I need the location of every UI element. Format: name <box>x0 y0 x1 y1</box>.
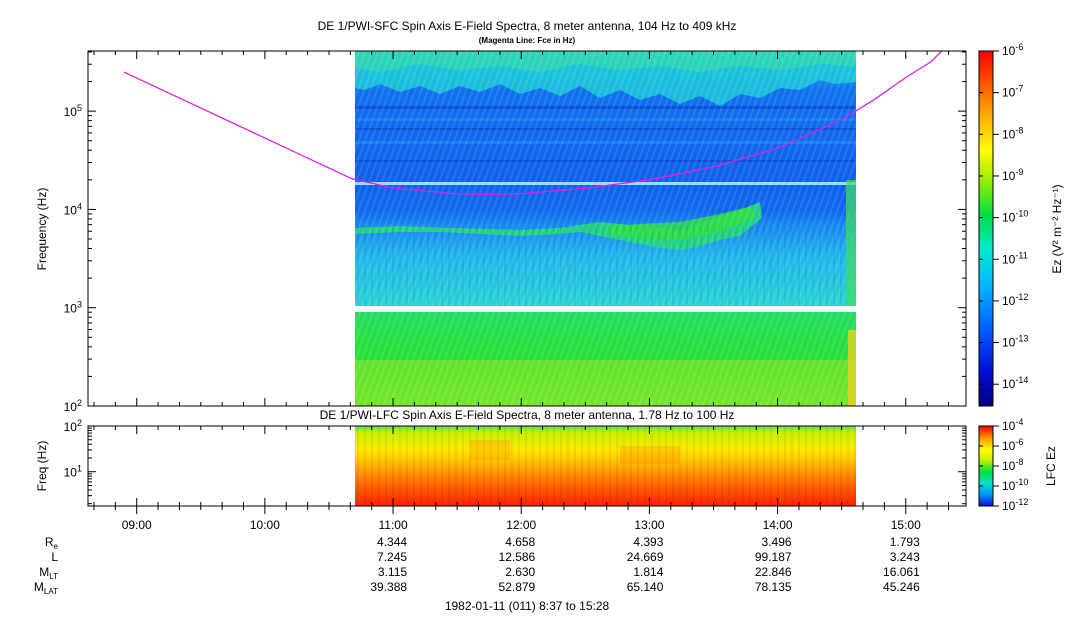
ephemeris-row-label: Re <box>45 535 59 551</box>
x-tick-label: 11:00 <box>378 518 407 532</box>
sfc-colorbar-tick-label: 10-10 <box>1002 209 1028 225</box>
sfc-spectrogram-image <box>355 51 856 406</box>
ephemeris-value: 3.243 <box>890 550 920 564</box>
sfc-y-tick-label: 104 <box>64 201 82 217</box>
ephemeris-value: 78.135 <box>755 580 792 594</box>
lfc-colorbar-label: LFC Ez <box>1044 446 1058 486</box>
ephemeris-value: 4.344 <box>377 535 407 549</box>
ephemeris-value: 24.669 <box>627 550 664 564</box>
ephemeris-value: 3.496 <box>762 535 792 549</box>
sfc-y-tick-label: 103 <box>64 300 82 316</box>
sfc-plot-frame <box>87 50 967 407</box>
x-tick-label: 10:00 <box>250 518 280 532</box>
x-tick-label: 14:00 <box>763 518 793 532</box>
lfc-panel: 101 102 Freq (Hz) 09:00 10:00 11:00 12:00 13:… <box>35 418 967 532</box>
lfc-colorbar-tick-label: 10-10 <box>1002 477 1028 493</box>
ephemeris-value: 45.246 <box>883 580 920 594</box>
lfc-colorbar-tick-label: 10-12 <box>1002 497 1028 513</box>
lfc-colorbar: 10-4 10-6 10-8 10-10 10-12 LFC Ez <box>978 417 1058 513</box>
sfc-colorbar-tick-label: 10-8 <box>1002 125 1023 141</box>
lfc-y-axis-label: Freq (Hz) <box>35 441 49 492</box>
sfc-colorbar: 10-6 10-7 10-8 10-9 10-10 10-11 10-12 10-13 10-1… <box>978 42 1064 407</box>
sfc-colorbar-label: Ez (V² m⁻² Hz⁻¹) <box>1050 184 1064 273</box>
sfc-title: DE 1/PWI-SFC Spin Axis E-Field Spectra, … <box>318 19 737 33</box>
lfc-x-axis: 09:00 10:00 11:00 12:00 13:00 14:00 15:00 <box>93 426 949 532</box>
sfc-colorbar-tick-label: 10-13 <box>1002 334 1028 350</box>
sfc-x-ticks <box>93 51 949 406</box>
ephemeris-value: 52.879 <box>499 580 536 594</box>
sfc-subtitle: (Magenta Line: Fce in Hz) <box>479 36 576 45</box>
ephemeris-value: 12.586 <box>499 550 536 564</box>
sfc-colorbar-tick-label: 10-6 <box>1002 42 1023 58</box>
ephemeris-value: 7.245 <box>377 550 407 564</box>
sfc-panel: 102 103 104 105 Frequency (Hz) <box>35 50 967 414</box>
sfc-colorbar-tick-label: 10-14 <box>1002 375 1028 391</box>
ephemeris-value: 39.388 <box>370 580 407 594</box>
ephemeris-value: 2.630 <box>505 565 535 579</box>
x-tick-label: 13:00 <box>634 518 664 532</box>
sfc-colorbar-tick-label: 10-7 <box>1002 84 1023 100</box>
ephemeris-value: 4.658 <box>505 535 535 549</box>
ephemeris-value: 4.393 <box>633 535 663 549</box>
lfc-y-tick-label: 101 <box>64 464 82 480</box>
lfc-y-tick-label: 102 <box>64 418 82 434</box>
sfc-colorbar-tick-label: 10-11 <box>1002 250 1028 266</box>
lfc-colorbar-tick-label: 10-8 <box>1002 457 1023 473</box>
ephemeris-value: 22.846 <box>755 565 792 579</box>
fce-line <box>123 51 943 196</box>
lfc-colorbar-tick-label: 10-4 <box>1002 417 1023 433</box>
lfc-spectrogram-image <box>355 426 856 506</box>
ephemeris-row-label: MLT <box>39 565 58 581</box>
ephemeris-value: 3.115 <box>378 565 407 579</box>
ephemeris-row-label: L <box>51 550 58 564</box>
ephemeris-value: 1.814 <box>633 565 663 579</box>
ephemeris-value: 99.187 <box>755 550 792 564</box>
lfc-y-axis: 101 102 <box>64 418 966 505</box>
sfc-colorbar-tick-label: 10-9 <box>1002 167 1023 183</box>
time-range-footer: 1982-01-11 (011) 8:37 to 15:28 <box>445 599 610 613</box>
x-tick-label: 15:00 <box>891 518 921 532</box>
lfc-colorbar-tick-label: 10-6 <box>1002 437 1023 453</box>
sfc-y-axis: 102 103 104 105 <box>64 51 966 414</box>
x-tick-label: 09:00 <box>122 518 152 532</box>
ephemeris-row-label: MLAT <box>34 580 58 596</box>
x-tick-label: 12:00 <box>506 518 536 532</box>
sfc-y-tick-label: 102 <box>64 398 82 414</box>
ephemeris-value: 1.793 <box>890 535 920 549</box>
sfc-y-axis-label: Frequency (Hz) <box>35 188 49 271</box>
lfc-title: DE 1/PWI-LFC Spin Axis E-Field Spectra, … <box>320 408 735 422</box>
lfc-plot-frame <box>87 425 967 507</box>
sfc-colorbar-tick-label: 10-12 <box>1002 292 1028 308</box>
sfc-y-tick-label: 105 <box>64 103 82 119</box>
ephemeris-value: 16.061 <box>883 565 920 579</box>
ephemeris-value: 65.140 <box>627 580 664 594</box>
